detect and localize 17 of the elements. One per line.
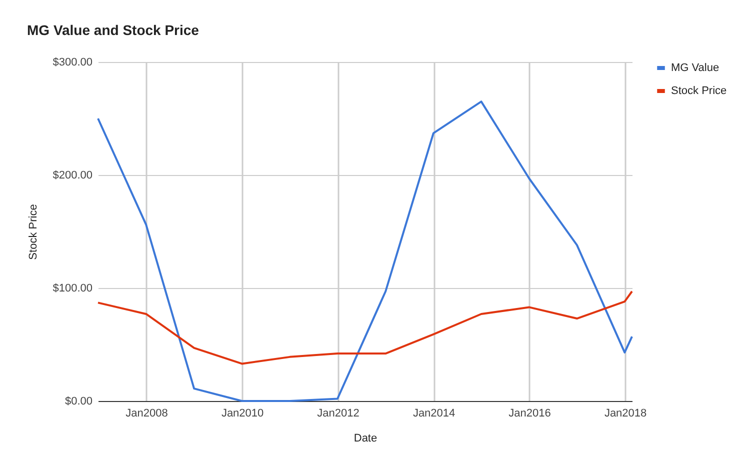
x-tick-label: Jan2010 — [221, 408, 264, 420]
x-tick-label: Jan2016 — [508, 408, 551, 420]
chart-title: MG Value and Stock Price — [27, 22, 200, 38]
legend-label: MG Value — [671, 62, 720, 74]
x-tick-label: Jan2018 — [604, 408, 647, 420]
x-tick-label: Jan2012 — [317, 408, 360, 420]
legend-label: Stock Price — [671, 85, 727, 97]
x-tick-label: Jan2008 — [126, 408, 168, 420]
y-tick-label: $100.00 — [52, 282, 92, 294]
y-axis-title: Stock Price — [28, 204, 40, 260]
y-tick-label: $300.00 — [52, 56, 92, 68]
line-series — [97, 100, 633, 402]
x-axis-title: Date — [354, 432, 378, 444]
line-series — [97, 290, 633, 365]
y-tick-label: $0.00 — [64, 396, 92, 408]
y-tick-label: $200.00 — [52, 170, 92, 182]
x-tick-label: Jan2014 — [412, 408, 456, 420]
